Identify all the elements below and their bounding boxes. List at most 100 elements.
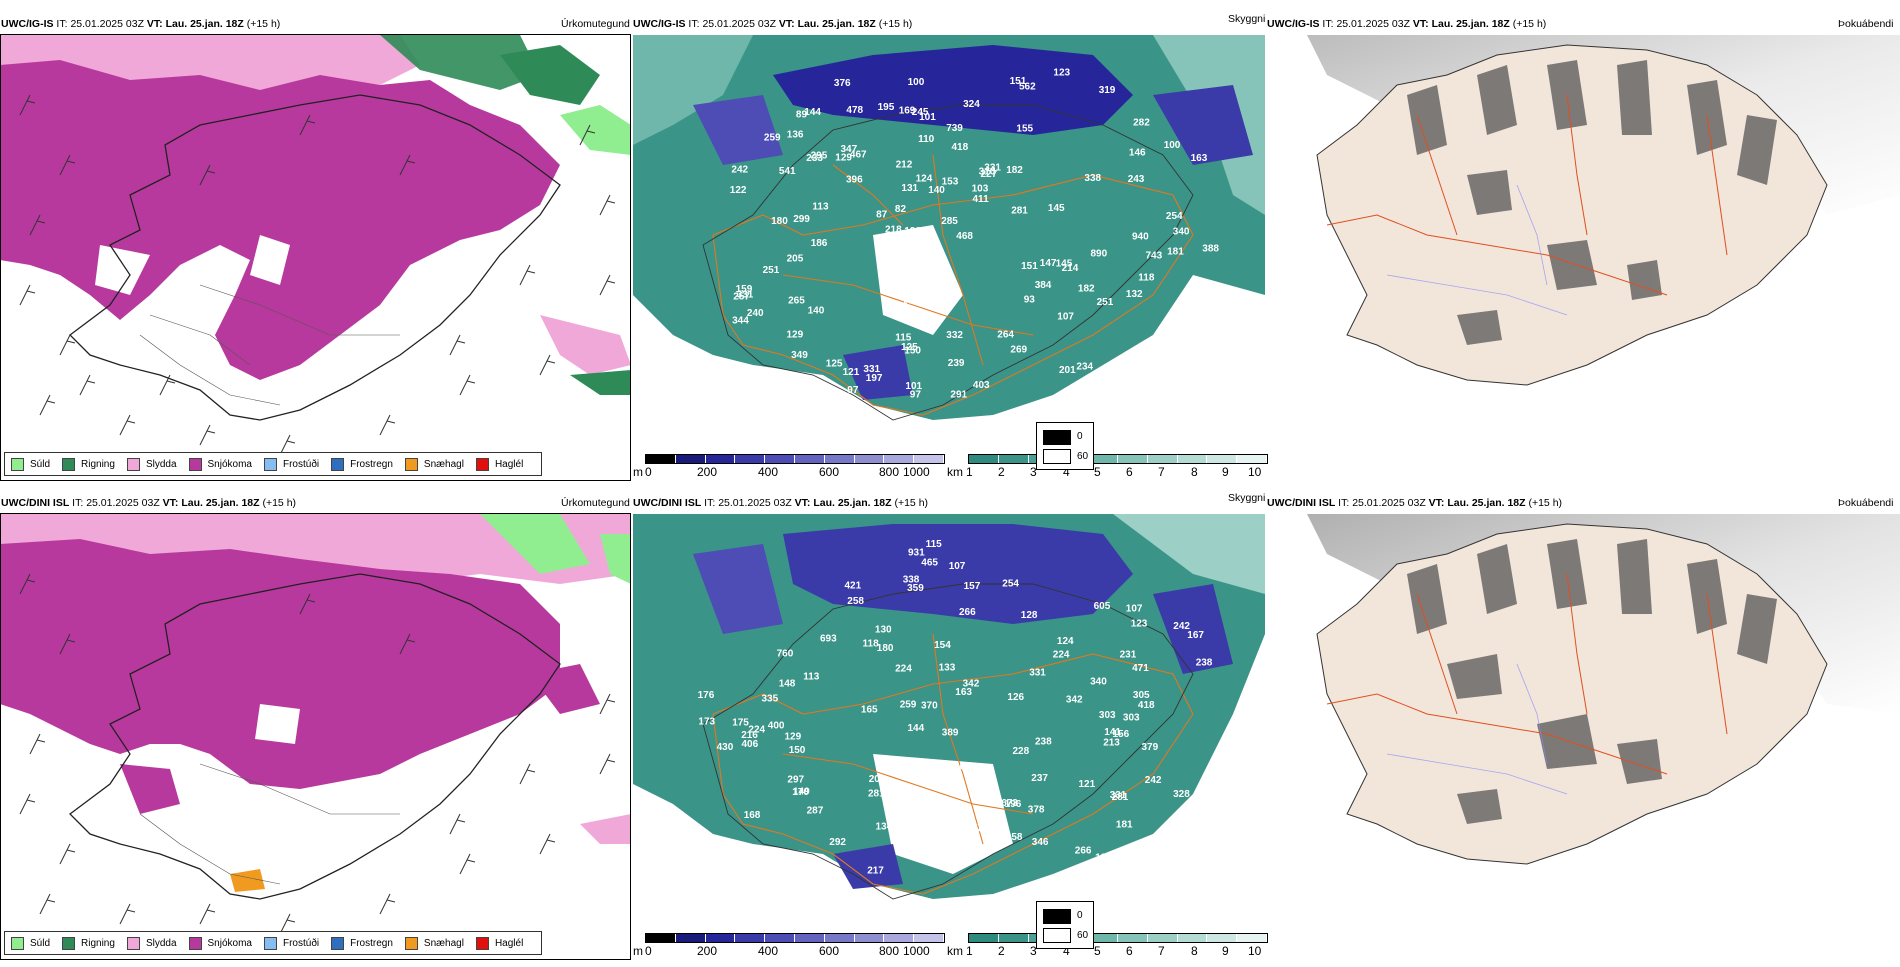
legend-item-snjokoma: Snjókoma [188,936,252,950]
ceiling-label: 285 [893,760,910,771]
ceiling-label: 465 [921,558,938,569]
ceiling-label: 197 [866,373,883,384]
ceiling-label: 335 [762,693,779,704]
visibility-color-step [998,934,1029,942]
ceiling-label: 285 [941,216,958,227]
ceiling-color-step [854,934,885,942]
fog-swatch-0 [1043,909,1071,924]
ceiling-label: 118 [1138,273,1155,284]
ceiling-bar [645,454,945,464]
ceiling-label: 282 [1133,117,1150,128]
visibility-tick: 4 [1063,465,1070,479]
ceiling-label: 97 [847,385,859,396]
visibility-map: 122 218 155 169 418 240 467 349 245 227 214 151 100 8… [633,35,1268,479]
ceiling-label: 338 [903,574,920,585]
visibility-tick: 9 [1222,465,1229,479]
ceiling-label: 242 [731,165,748,176]
ceiling-label: 418 [952,142,969,153]
ceiling-label: 141 [1104,727,1121,738]
ceiling-unit: m [633,944,643,958]
ceiling-label: 242 [1173,621,1190,632]
ceiling-label: 130 [875,624,892,635]
ceiling-label: 238 [1196,658,1213,669]
ceiling-label: 266 [959,607,976,618]
ceiling-label: 92 [915,829,927,840]
visibility-tick: 10 [1248,465,1262,479]
ceiling-color-step [646,455,676,463]
ceiling-label: 131 [901,183,918,194]
ceiling-tick: 800 [879,465,900,479]
swatch-frostregn [331,936,345,950]
forecast-row-dini-isl: UWC/DINI ISL IT: 25.01.2025 03Z VT: Lau.… [0,492,1900,967]
ceiling-label: 467 [850,150,867,161]
ceiling-label: 931 [908,548,925,559]
ceiling-label: 239 [948,358,965,369]
ceiling-color-step [794,934,825,942]
fog-legend-label-0: 0 [1077,910,1083,921]
ceiling-label: 292 [829,837,846,848]
ceiling-unit: m [633,465,643,479]
ceiling-color-step [735,934,766,942]
ceiling-label: 175 [732,718,749,729]
visibility-tick: 5 [1094,944,1101,958]
visibility-color-step [998,455,1029,463]
legend-item-snaehagl: Snæhagl [404,457,464,471]
ceiling-label: 224 [748,724,765,735]
legend-item-rigning: Rigning [62,936,115,950]
ceiling-label: 349 [791,350,808,361]
ceiling-label: 760 [777,649,794,660]
ceiling-label: 176 [698,690,715,701]
ceiling-label: 181 [1116,820,1133,831]
ceiling-label: 151 [1021,261,1038,272]
visibility-color-step [969,455,999,463]
ceiling-labels-ig-is: 122 218 155 169 418 240 467 349 245 227 214 151 100 8… [730,68,1220,401]
fog-indicator-map: 0 60 [1036,35,1900,470]
fog-legend-label-60: 60 [1077,451,1089,462]
fog-legend: 0 60 [1036,422,1094,470]
ceiling-color-step [765,934,795,942]
ceiling-label: 180 [877,643,894,654]
ceiling-label: 140 [928,185,945,196]
ceiling-label: 129 [787,330,804,341]
visibility-tick: 6 [1126,465,1133,479]
visibility-color-step [1207,455,1238,463]
ceiling-label: 181 [1167,247,1184,258]
ceiling-label: 218 [885,225,902,236]
ceiling-label: 182 [1006,165,1023,176]
ceiling-label: 159 [736,284,753,295]
visibility-map-graphic: 605 313 113 150 149 123 124 175 237 163 181 176 170 2… [633,514,1265,914]
ceiling-label: 257 [733,291,750,302]
ceiling-label: 242 [1145,775,1162,786]
ceiling-label: 238 [1035,737,1052,748]
ceiling-color-step [735,455,766,463]
legend-item-frostudi: Frostúði [263,936,319,950]
precip-map-graphic [0,35,631,480]
ceiling-label: 403 [973,380,990,391]
ceiling-color-step [675,455,706,463]
ceiling-label: 154 [934,640,951,651]
visibility-tick: 8 [1191,944,1198,958]
ceiling-label: 231 [1120,650,1137,661]
ceiling-tick: 1000 [903,465,930,479]
ceiling-label: 379 [1142,742,1159,753]
visibility-unit: km [947,944,963,958]
ceiling-label: 406 [742,739,759,750]
ceiling-label: 87 [876,210,888,221]
legend-item-haglel: Haglél [475,457,523,471]
ceiling-label: 605 [1094,601,1111,612]
ceiling-label: 521 [974,769,991,780]
legend-item-snaehagl: Snæhagl [404,936,464,950]
ceiling-label: 890 [1091,249,1108,260]
ceiling-label: 126 [904,226,921,237]
ceiling-label: 93 [1024,295,1036,306]
ceiling-label: 165 [861,705,878,716]
ceiling-label: 264 [997,329,1014,340]
precip-map-frame [0,513,631,960]
ceiling-label: 258 [847,596,864,607]
ceiling-label: 153 [942,176,959,187]
ceiling-label: 310 [979,167,996,178]
swatch-sudd [11,457,24,471]
ceiling-label: 258 [1006,832,1023,843]
visibility-bar [968,933,1268,943]
ceiling-label: 400 [768,721,785,732]
